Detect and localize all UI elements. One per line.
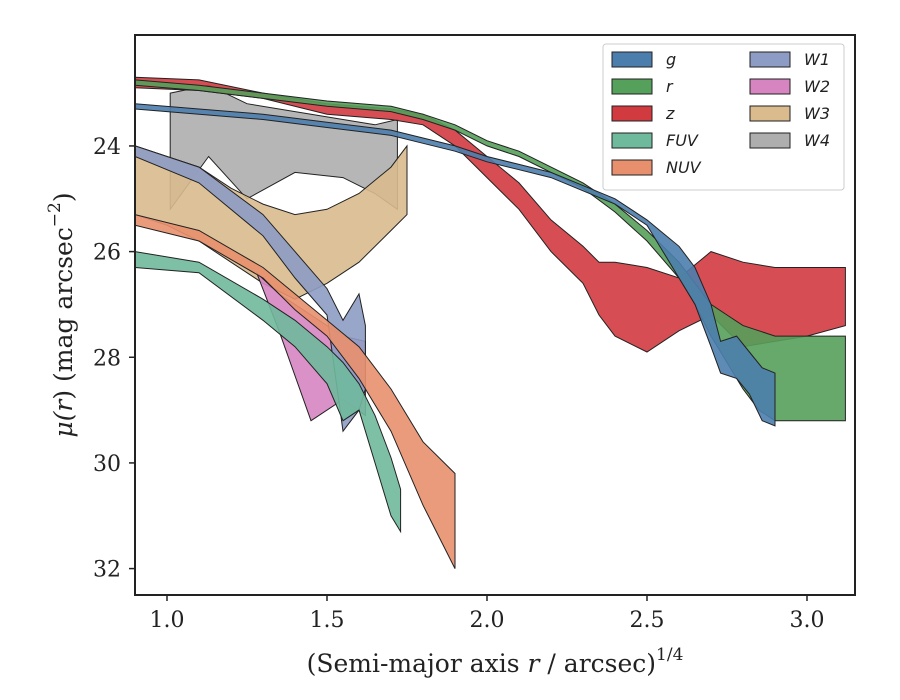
- legend-swatch-z: [611, 105, 653, 122]
- profile-bands: [135, 76, 846, 569]
- legend-swatch-r: [611, 78, 653, 95]
- legend-label-nuv: NUV: [666, 158, 702, 177]
- legend-swatch-fuv: [611, 132, 653, 149]
- legend-label-g: g: [666, 50, 676, 69]
- y-axis-label: μ(r) (mag arcsec−2): [45, 192, 78, 437]
- band-fuv: [135, 251, 402, 534]
- y-tick-label: 30: [93, 452, 121, 477]
- legend: grz FUV NUV W1 W2 W3 W4: [602, 43, 845, 191]
- legend-swatch-w3: [749, 105, 791, 122]
- x-tick-label: 3.0: [790, 608, 825, 633]
- plot-frame: [134, 34, 856, 596]
- band-z: [135, 76, 846, 353]
- x-tick-label: 2.5: [630, 608, 665, 633]
- legend-label-r: r: [666, 77, 674, 96]
- legend-label-fuv: FUV: [666, 131, 699, 150]
- legend-label-w2: W2: [804, 77, 830, 96]
- legend-label-z: z: [665, 104, 675, 123]
- y-tick-label: 28: [93, 346, 121, 371]
- y-tick-label: 26: [93, 241, 121, 266]
- band-g: [135, 103, 776, 427]
- y-tick-label: 24: [93, 135, 121, 160]
- band-nuv: [135, 214, 456, 569]
- x-tick-label: 1.0: [150, 608, 185, 633]
- x-tick-label: 1.5: [310, 608, 345, 633]
- y-tick-label: 32: [93, 558, 121, 583]
- legend-swatch-w1: [749, 51, 791, 68]
- legend-swatch-g: [611, 51, 653, 68]
- legend-swatch-nuv: [611, 159, 653, 176]
- y-axis-ticks: 24 26 28 30 32: [93, 135, 135, 583]
- legend-label-w3: W3: [804, 104, 830, 123]
- x-axis-label: (Semi-major axis r / arcsec)1/4: [307, 645, 684, 678]
- x-axis-ticks: 1.0 1.5 2.0 2.5 3.0: [150, 595, 825, 633]
- legend-label-w4: W4: [804, 131, 830, 150]
- legend-label-w1: W1: [804, 50, 830, 69]
- legend-swatch-w4: [749, 132, 791, 149]
- legend-swatch-w2: [749, 78, 791, 95]
- x-tick-label: 2.0: [470, 608, 505, 633]
